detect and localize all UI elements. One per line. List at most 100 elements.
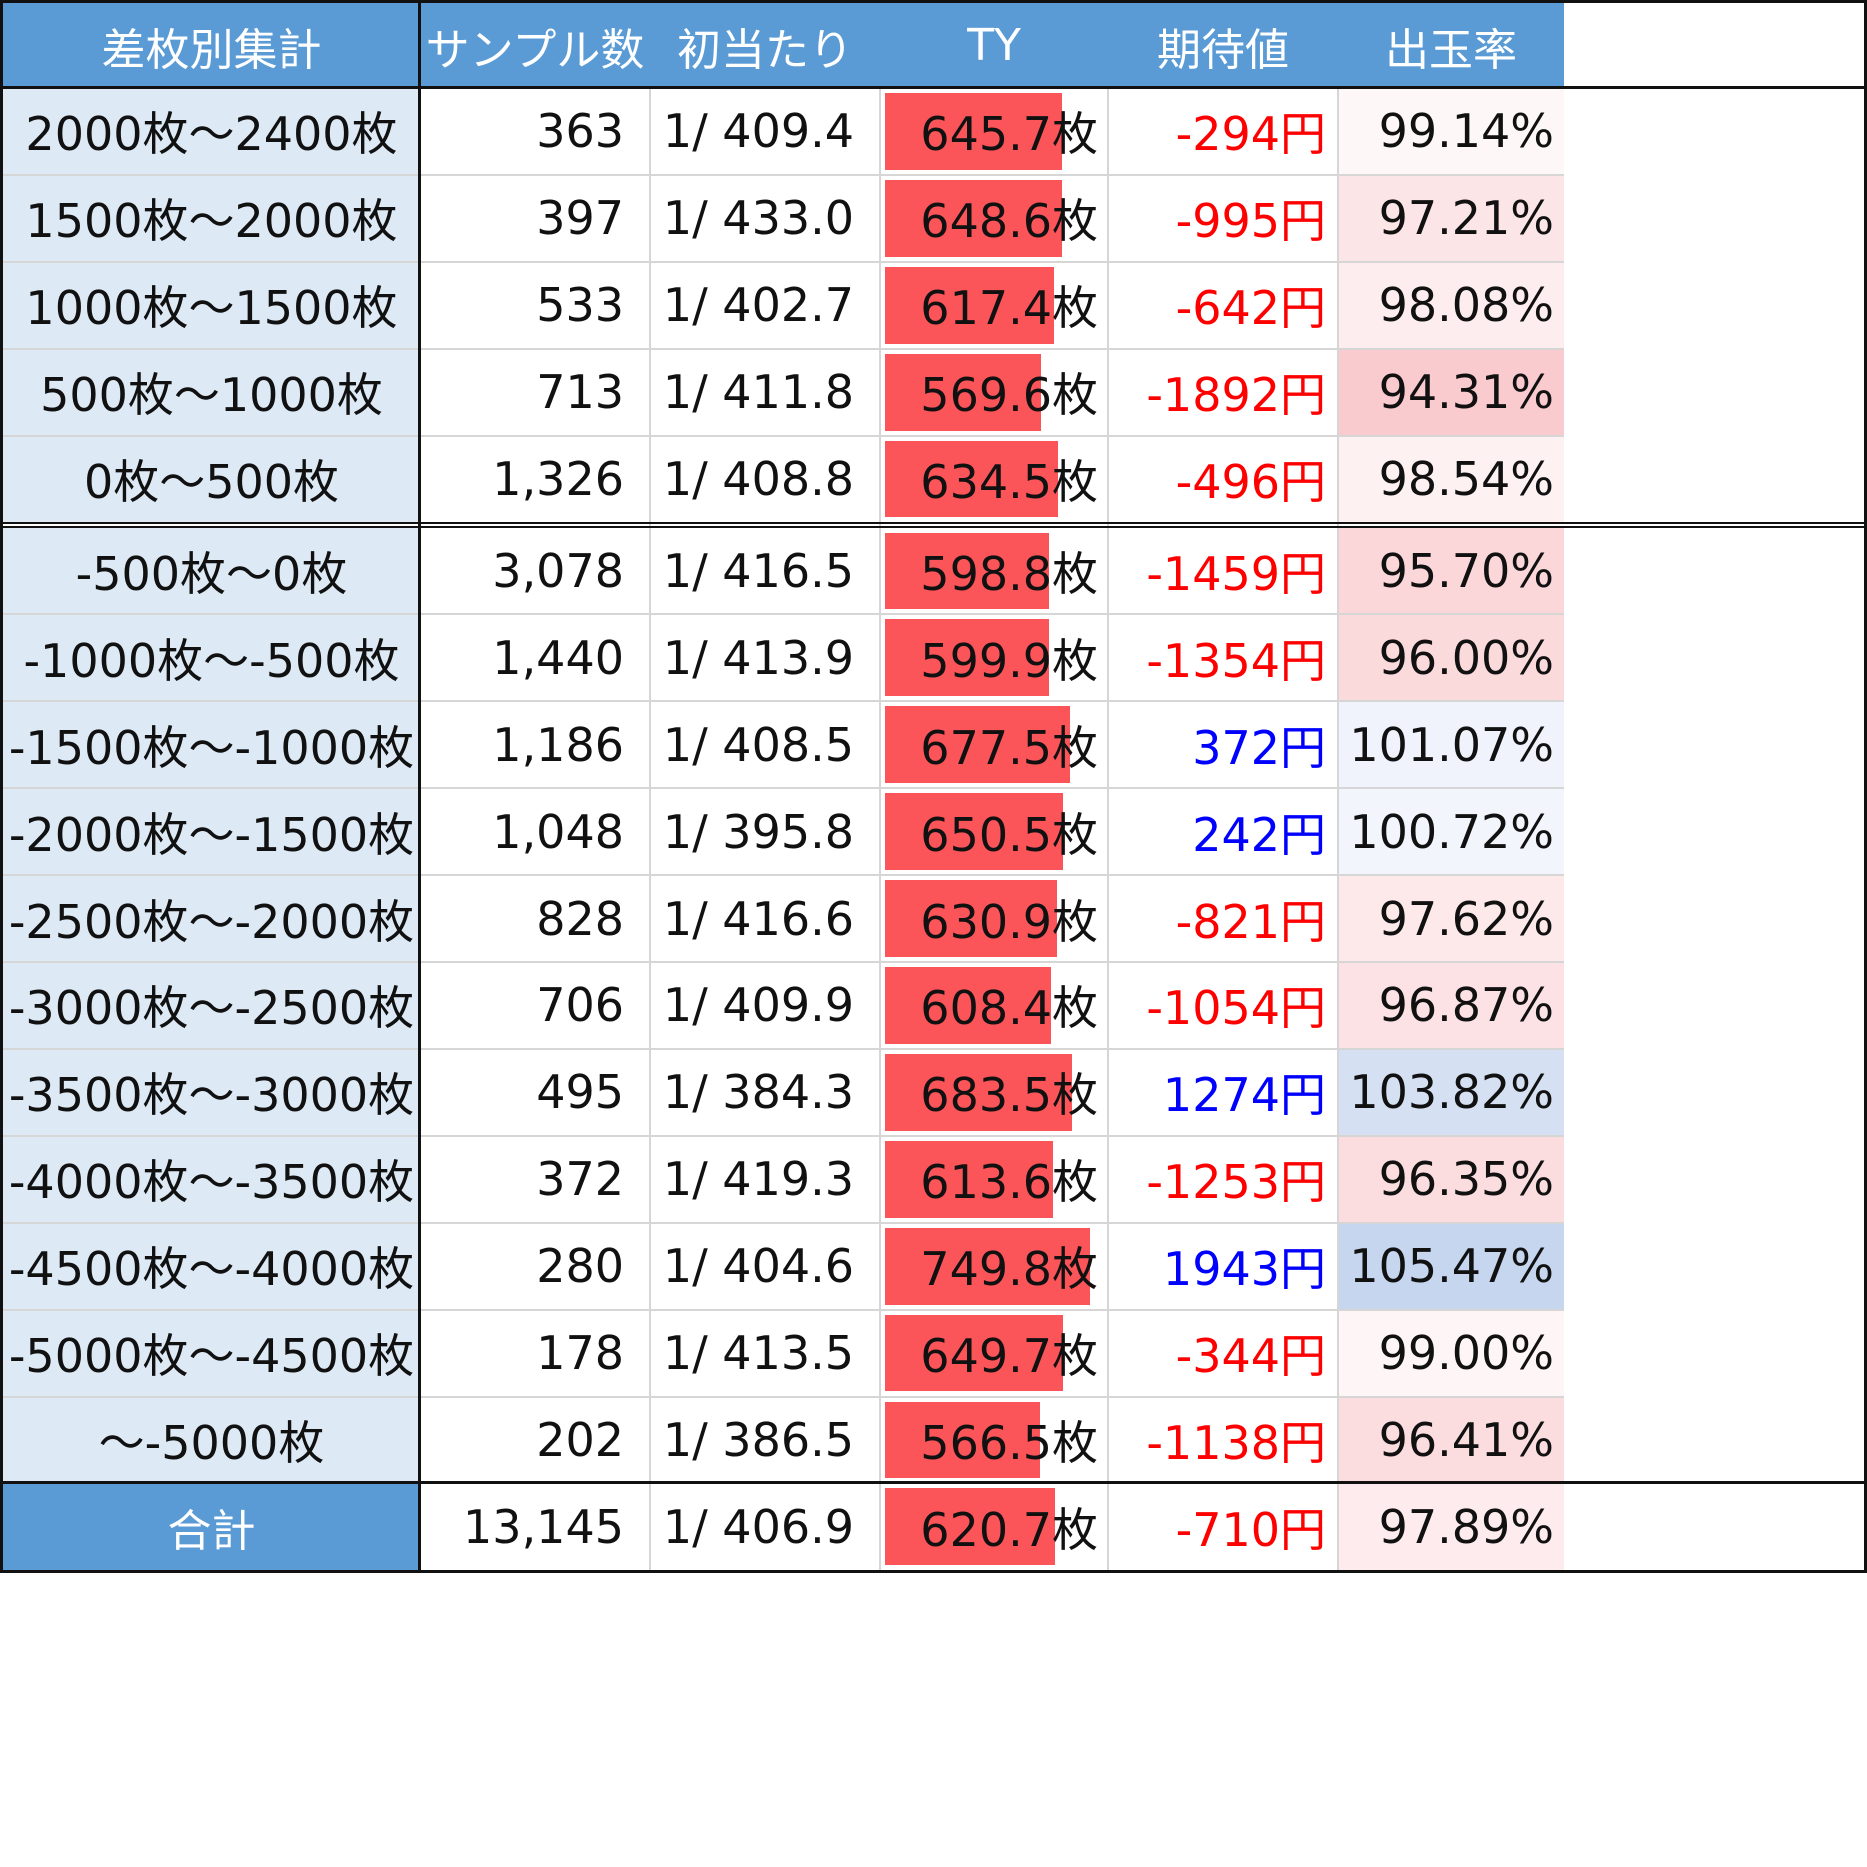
payout-rate: 103.82% [1338,1048,1564,1136]
sample-count: 280 [420,1222,650,1310]
first-hit-odds: 1/ 433.0 [650,174,880,262]
first-hit-odds: 1/ 411.8 [650,348,880,436]
sample-count: 1,048 [420,788,650,876]
first-hit-odds: 1/ 419.3 [650,1135,880,1223]
sample-count: 178 [420,1309,650,1397]
ty-cell: 683.5枚 [880,1048,1108,1136]
ty-cell: 677.5枚 [880,701,1108,789]
section-divider-1 [0,521,1867,524]
ty-cell: 599.9枚 [880,614,1108,702]
ty-value: 613.6枚 [920,1155,1098,1210]
ty-bar [885,440,1059,518]
row-divider [3,1395,1564,1398]
expected-value: -1459円 [1108,527,1338,615]
payout-rate: 98.08% [1338,261,1564,349]
first-hit-odds: 1/ 409.4 [650,88,880,175]
column-header-0: 差枚別集計 [3,3,420,88]
ty-bar [885,1140,1053,1218]
row-divider [3,434,1564,437]
sample-count: 1,186 [420,701,650,789]
ty-cell: 634.5枚 [880,435,1108,523]
payout-rate: 100.72% [1338,788,1564,876]
payout-rate: 99.00% [1338,1309,1564,1397]
first-hit-odds: 1/ 406.9 [650,1483,880,1571]
ty-bar [885,266,1054,344]
ty-cell: 566.5枚 [880,1396,1108,1484]
ty-cell: 613.6枚 [880,1135,1108,1223]
ty-bar [885,793,1063,871]
row-divider [3,347,1564,350]
sample-count: 533 [420,261,650,349]
range-label: 2000枚〜2400枚 [3,88,420,175]
sample-count: 13,145 [420,1483,650,1571]
range-label: -1000枚〜-500枚 [3,614,420,702]
ty-bar [885,93,1062,170]
ty-value: 749.8枚 [920,1242,1098,1297]
row-divider [3,173,1564,176]
expected-value: -294円 [1108,88,1338,175]
sample-count: 495 [420,1048,650,1136]
first-hit-odds: 1/ 416.6 [650,875,880,962]
ty-bar [885,1227,1090,1305]
ty-cell: 620.7枚 [880,1483,1108,1571]
column-divider [879,88,881,1571]
first-hit-odds: 1/ 404.6 [650,1222,880,1310]
row-divider [3,613,1564,616]
total-label: 合計 [3,1483,420,1571]
ty-cell: 608.4枚 [880,962,1108,1049]
sample-count: 202 [420,1396,650,1484]
row-divider [3,1221,1564,1224]
range-label: 1500枚〜2000枚 [3,174,420,262]
ty-value: 617.4枚 [920,281,1098,336]
column-divider [649,88,651,1571]
ty-bar [885,706,1071,784]
row-divider [3,961,1564,963]
first-hit-odds: 1/ 413.9 [650,614,880,702]
ty-bar [885,967,1052,1044]
column-divider [1337,88,1339,1571]
payout-rate: 105.47% [1338,1222,1564,1310]
sample-count: 397 [420,174,650,262]
column-divider [1107,88,1109,1571]
ty-bar [885,179,1063,257]
range-label: 0枚〜500枚 [3,435,420,523]
expected-value: 372円 [1108,701,1338,789]
ty-value: 649.7枚 [920,1329,1098,1384]
border-bottom [0,1570,1867,1574]
first-hit-odds: 1/ 386.5 [650,1396,880,1484]
ty-cell: 650.5枚 [880,788,1108,876]
row-divider [3,700,1564,703]
first-hit-odds: 1/ 395.8 [650,788,880,876]
column-header-4: 期待値 [1108,3,1338,88]
payout-rate: 97.89% [1338,1483,1564,1571]
expected-value: -1253円 [1108,1135,1338,1223]
expected-value: 1274円 [1108,1048,1338,1136]
ty-cell: 630.9枚 [880,875,1108,962]
expected-value: -1354円 [1108,614,1338,702]
payout-rate: 94.31% [1338,348,1564,436]
payout-rate: 96.35% [1338,1135,1564,1223]
ty-bar [885,1488,1055,1566]
column-header-5: 出玉率 [1338,3,1564,88]
ty-cell: 617.4枚 [880,261,1108,349]
row-divider [3,260,1564,263]
ty-cell: 598.8枚 [880,527,1108,615]
range-label: -1500枚〜-1000枚 [3,701,420,789]
payout-rate: 98.54% [1338,435,1564,523]
range-label: 〜-5000枚 [3,1396,420,1484]
sample-count: 363 [420,88,650,175]
expected-value: -710円 [1108,1483,1338,1571]
payout-rate: 97.62% [1338,875,1564,962]
payout-rate: 101.07% [1338,701,1564,789]
border-top [0,0,1867,3]
expected-value: 242円 [1108,788,1338,876]
expected-value: -496円 [1108,435,1338,523]
sample-count: 713 [420,348,650,436]
row-divider [3,1308,1564,1311]
ty-value: 620.7枚 [920,1502,1098,1557]
range-label: 1000枚〜1500枚 [3,261,420,349]
range-label: -4500枚〜-4000枚 [3,1222,420,1310]
expected-value: -821円 [1108,875,1338,962]
range-label: -5000枚〜-4500枚 [3,1309,420,1397]
